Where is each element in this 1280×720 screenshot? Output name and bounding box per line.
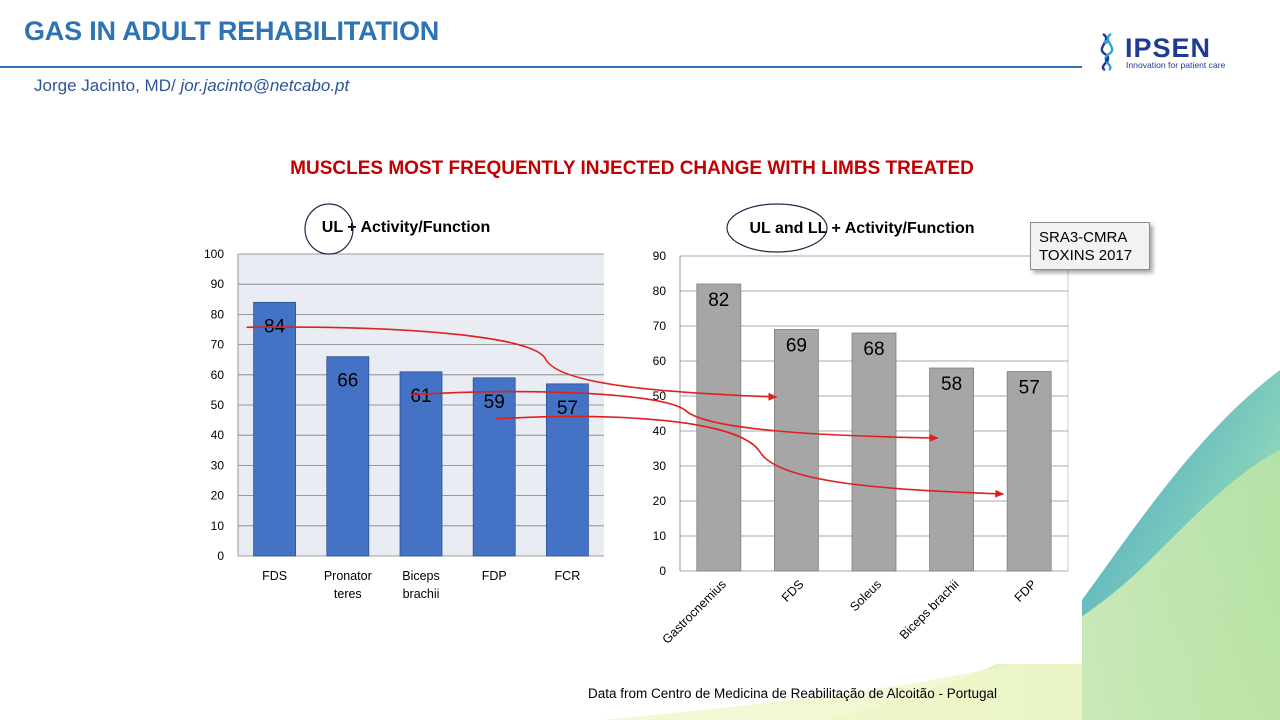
- y-tick-label: 0: [659, 564, 666, 578]
- citation-box: SRA3-CMRA TOXINS 2017: [1030, 222, 1150, 270]
- y-tick-label: 100: [204, 247, 224, 261]
- bar: [929, 367, 974, 572]
- data-label: 59: [484, 392, 505, 413]
- header-divider: [0, 66, 1082, 68]
- y-tick-label: 40: [211, 428, 225, 442]
- author-line: Jorge Jacinto, MD/ jor.jacinto@netcabo.p…: [34, 76, 349, 96]
- x-tick-label-line: FDS: [262, 569, 287, 583]
- bar: [774, 329, 819, 572]
- bar: [1006, 371, 1052, 572]
- data-label: 57: [1019, 378, 1040, 399]
- x-tick-label: Pronator teres: [324, 569, 372, 601]
- y-tick-label: 70: [653, 319, 667, 333]
- x-tick-label-line: brachii: [403, 587, 440, 601]
- y-tick-label: 50: [211, 398, 225, 412]
- x-tick-label-line: FDP: [482, 569, 507, 583]
- arrows: [246, 326, 1005, 498]
- y-tick-label: 80: [211, 307, 225, 321]
- chart-title: UL + Activity/Function: [322, 219, 490, 236]
- author-name: Jorge Jacinto, MD/: [34, 76, 181, 95]
- data-label: 82: [708, 290, 729, 311]
- bar: [253, 301, 297, 557]
- y-tick-label: 60: [211, 368, 225, 382]
- bar: [851, 332, 897, 572]
- x-tick-label: Biceps brachii: [402, 569, 440, 601]
- bar: [546, 383, 589, 557]
- y-tick-label: 90: [211, 277, 225, 291]
- dna-icon: [1100, 32, 1114, 72]
- logo-tagline: Innovation for patient care: [1126, 60, 1226, 70]
- data-label: 58: [941, 374, 962, 395]
- bar: [696, 283, 742, 572]
- data-label: 61: [410, 386, 431, 407]
- connector-arrow: [496, 415, 1005, 498]
- data-label: 57: [557, 398, 578, 419]
- citation-line-1: SRA3-CMRA: [1039, 229, 1128, 246]
- x-tick-label: FDS: [262, 569, 287, 583]
- chart-left: 0 10 20 30 40 50 60 70 80 90 100 UL + Activity/Func…: [204, 219, 604, 601]
- x-tick-label-line: Pronator: [324, 569, 372, 583]
- ipsen-logo: IPSEN Innovation for patient care: [1100, 32, 1226, 72]
- y-tick-label: 50: [653, 389, 667, 403]
- y-tick-label: 20: [653, 494, 667, 508]
- data-label: 66: [337, 371, 358, 392]
- x-tick-label: FCR: [555, 569, 581, 583]
- connector-arrow: [246, 326, 778, 401]
- y-tick-label: 90: [653, 249, 667, 263]
- source-footnote: Data from Centro de Medicina de Reabilit…: [588, 686, 997, 701]
- slide-subtitle: MUSCLES MOST FREQUENTLY INJECTED CHANGE …: [290, 158, 974, 179]
- page-title: GAS IN ADULT REHABILITATION: [24, 16, 440, 46]
- y-tick-label: 30: [653, 459, 667, 473]
- x-tick-label: FDP: [482, 569, 507, 583]
- y-tick-label: 30: [211, 458, 225, 472]
- data-label: 69: [786, 336, 807, 357]
- logo-wordmark: IPSEN: [1125, 33, 1211, 63]
- author-email: jor.jacinto@netcabo.pt: [180, 76, 350, 95]
- title-circle-right: [726, 203, 828, 253]
- y-tick-label: 10: [653, 529, 667, 543]
- y-tick-label: 80: [653, 284, 667, 298]
- y-tick-label: 40: [653, 424, 667, 438]
- title-circle-left: [304, 203, 354, 255]
- y-tick-label: 20: [211, 489, 225, 503]
- x-tick-label-line: teres: [334, 587, 362, 601]
- y-tick-label: 70: [211, 338, 225, 352]
- y-tick-label: 0: [217, 549, 224, 563]
- background-swoosh: [600, 370, 1280, 720]
- y-tick-label: 10: [211, 519, 225, 533]
- chart-title: UL and LL + Activity/Function: [749, 220, 974, 237]
- connector-arrow: [410, 390, 939, 442]
- x-tick-label-line: FCR: [555, 569, 581, 583]
- x-tick-label-line: Biceps: [402, 569, 440, 583]
- bar: [399, 371, 443, 557]
- y-tick-label: 60: [653, 354, 667, 368]
- data-label: 68: [863, 339, 884, 360]
- citation-line-2: TOXINS 2017: [1039, 247, 1133, 264]
- bar: [472, 377, 516, 557]
- bar: [326, 356, 370, 557]
